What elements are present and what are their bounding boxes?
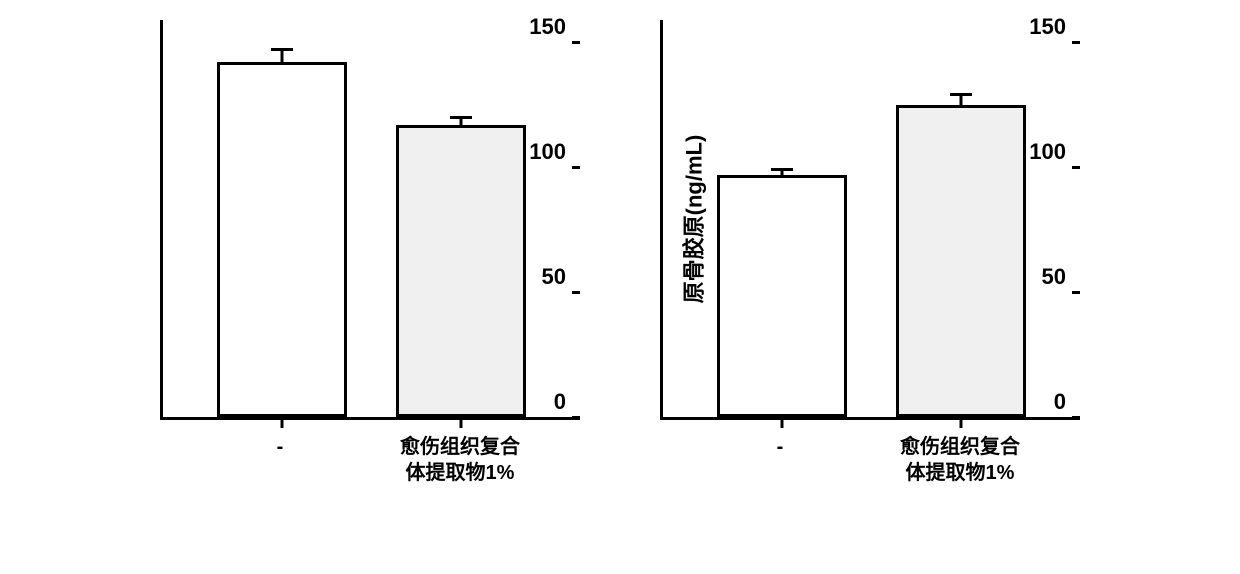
x-label: 愈伤组织复合体提取物1% (395, 434, 525, 486)
y-tick-label: 100 (529, 139, 566, 165)
y-tick (1072, 416, 1080, 419)
x-labels: -愈伤组织复合体提取物1% (160, 434, 580, 486)
error-cap (450, 116, 472, 119)
plot-area: 基质金属蛋白酶1 (ng/mL)050100150 (160, 20, 580, 420)
bar (396, 125, 526, 418)
error-cap (771, 168, 793, 171)
x-tick (281, 420, 284, 428)
y-axis-label: 原骨胶原(ng/mL) (676, 134, 708, 303)
error-bar (281, 50, 284, 63)
y-tick-label: 150 (529, 14, 566, 40)
x-label: - (715, 434, 845, 486)
bar (217, 62, 347, 417)
bar-group (717, 20, 847, 417)
y-tick-label: 150 (1029, 14, 1066, 40)
y-tick (1072, 166, 1080, 169)
y-tick-label: 50 (1042, 264, 1066, 290)
y-tick-label: 50 (542, 264, 566, 290)
y-tick (1072, 41, 1080, 44)
error-cap (271, 48, 293, 51)
bar (717, 175, 847, 418)
x-tick (459, 420, 462, 428)
bar-group (896, 20, 1026, 417)
x-tick (781, 420, 784, 428)
bar-group (396, 20, 526, 417)
y-tick-label: 0 (554, 389, 566, 415)
y-tick (1072, 291, 1080, 294)
y-tick (572, 416, 580, 419)
bar-chart: 原骨胶原(ng/mL)050100150-愈伤组织复合体提取物1% (660, 20, 1080, 486)
y-tick-label: 100 (1029, 139, 1066, 165)
plot-area: 原骨胶原(ng/mL)050100150 (660, 20, 1080, 420)
x-labels: -愈伤组织复合体提取物1% (660, 434, 1080, 486)
x-label: 愈伤组织复合体提取物1% (895, 434, 1025, 486)
x-tick (959, 420, 962, 428)
error-cap (950, 93, 972, 96)
bar-group (217, 20, 347, 417)
y-tick-label: 0 (1054, 389, 1066, 415)
error-bar (959, 95, 962, 105)
bar (896, 105, 1026, 418)
y-tick (572, 41, 580, 44)
y-tick (572, 291, 580, 294)
y-tick (572, 166, 580, 169)
bar-chart: 基质金属蛋白酶1 (ng/mL)050100150-愈伤组织复合体提取物1% (160, 20, 580, 486)
x-label: - (215, 434, 345, 486)
